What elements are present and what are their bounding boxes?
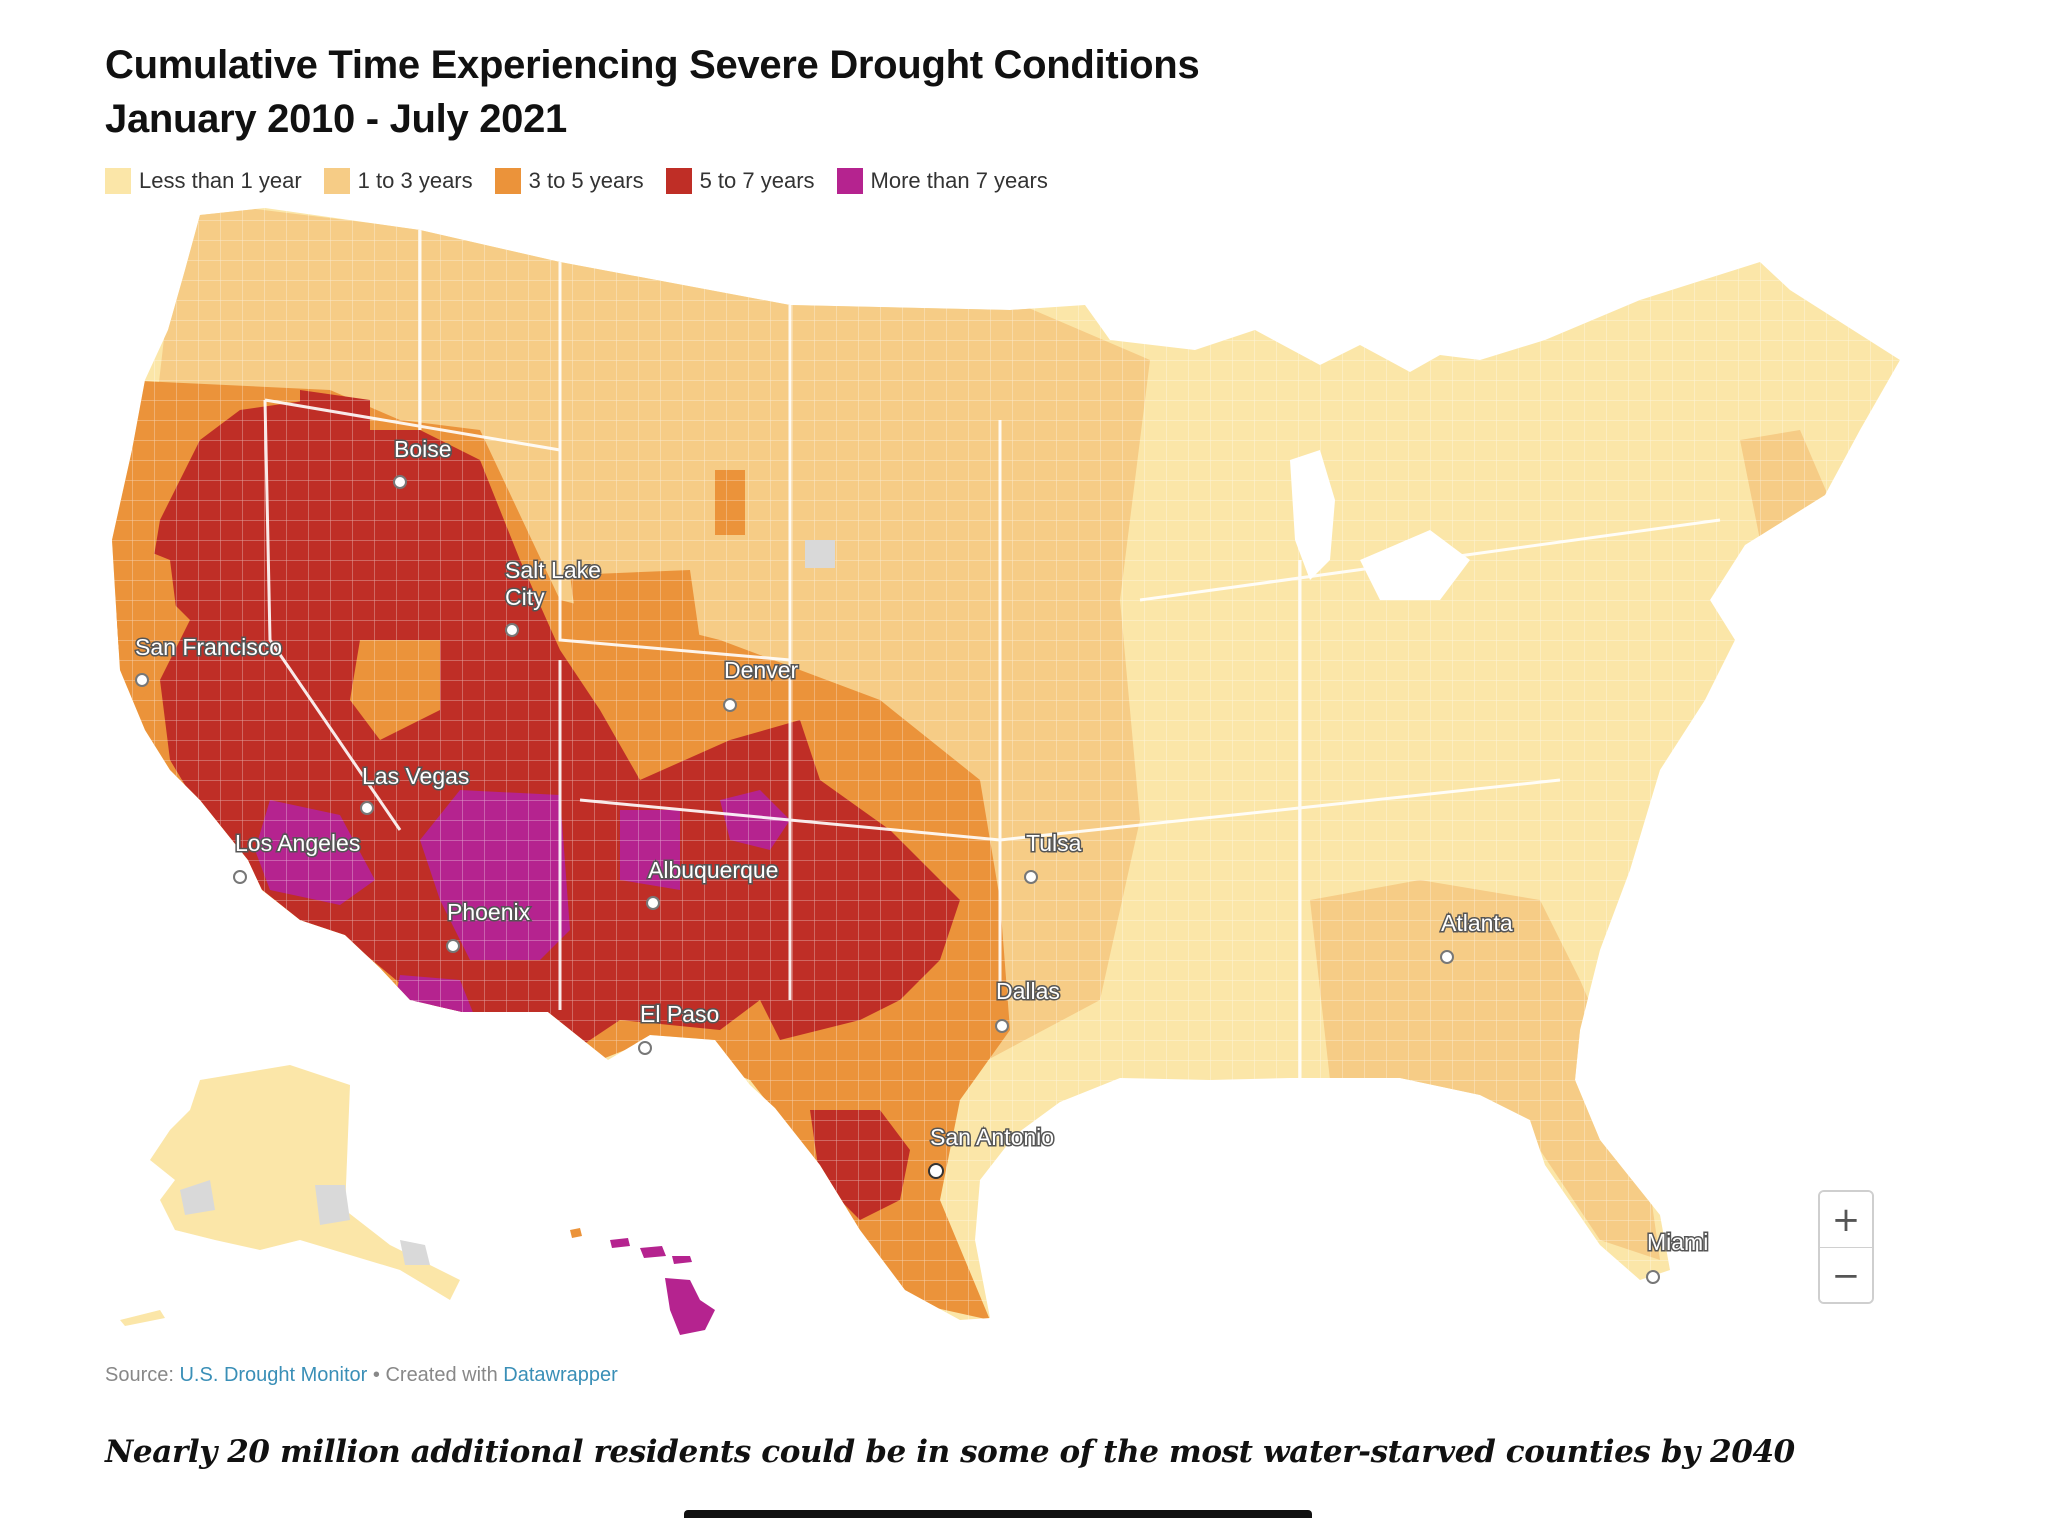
city-label-denver: Denver	[724, 657, 798, 683]
city-dallas[interactable]: Dallas	[995, 977, 1061, 1033]
created-with: • Created with	[367, 1364, 504, 1386]
city-dot	[646, 896, 660, 910]
city-dot	[360, 801, 374, 815]
city-label-miami: Miami	[1647, 1229, 1708, 1255]
city-label-tulsa: Tulsa	[1026, 830, 1082, 856]
city-el-paso[interactable]: El Paso	[638, 1000, 721, 1055]
legend-label: 3 to 5 years	[528, 168, 644, 193]
city-dot	[638, 1041, 652, 1055]
city-label-atlanta: Atlanta	[1441, 910, 1513, 936]
legend-label: 5 to 7 years	[699, 168, 815, 193]
datawrapper-link[interactable]: Datawrapper	[503, 1364, 618, 1386]
city-san-francisco[interactable]: San Francisco	[134, 633, 284, 687]
legend-item-more-than-7: More than 7 years	[836, 168, 1048, 194]
city-label-city: City	[505, 584, 545, 610]
city-dot	[505, 623, 519, 637]
city-salt-lake-city[interactable]: Salt Lake City	[504, 556, 602, 637]
city-albuquerque[interactable]: Albuquerque	[646, 856, 780, 910]
city-dot	[393, 475, 407, 489]
legend-label: 1 to 3 years	[357, 168, 473, 193]
legend-item-less-than-1: Less than 1 year	[105, 168, 302, 194]
city-dot	[446, 939, 460, 953]
title-line-2: January 2010 - July 2021	[105, 97, 567, 141]
great-lakes	[1290, 450, 1470, 600]
alaska-nodata-3	[400, 1240, 430, 1265]
city-atlanta[interactable]: Atlanta	[1440, 909, 1514, 964]
city-phoenix[interactable]: Phoenix	[446, 898, 532, 953]
legend-swatch	[494, 168, 521, 194]
legend-item-3-to-5: 3 to 5 years	[494, 168, 644, 194]
city-label-las-vegas: Las Vegas	[362, 763, 469, 789]
city-markers: Boise Salt Lake City San Francisco Denve…	[134, 435, 1710, 1284]
title-line-1: Cumulative Time Experiencing Severe Drou…	[105, 43, 1200, 87]
city-boise[interactable]: Boise	[393, 435, 453, 489]
city-tulsa[interactable]: Tulsa	[1024, 829, 1083, 884]
city-los-angeles[interactable]: Los Angeles	[233, 829, 362, 884]
legend: Less than 1 year 1 to 3 years 3 to 5 yea…	[105, 168, 1070, 194]
legend-swatch	[323, 168, 350, 194]
hawaii	[570, 1228, 715, 1335]
city-san-antonio[interactable]: San Antonio	[928, 1123, 1056, 1179]
map-title: Cumulative Time Experiencing Severe Drou…	[105, 38, 1200, 146]
city-label-salt-lake: Salt Lake	[505, 557, 601, 583]
nodata-county	[805, 540, 835, 568]
zoom-control: + −	[1818, 1190, 1874, 1304]
city-label-boise: Boise	[394, 436, 452, 462]
article-subhead: Nearly 20 million additional residents c…	[105, 1434, 1795, 1470]
drought-map[interactable]: Boise Salt Lake City San Francisco Denve…	[0, 0, 2048, 1360]
city-dot	[928, 1163, 944, 1179]
legend-swatch	[665, 168, 692, 194]
legend-swatch	[105, 168, 131, 194]
alaska-aleutians	[120, 1310, 165, 1326]
city-label-el-paso: El Paso	[640, 1001, 719, 1027]
zoom-out-button[interactable]: −	[1820, 1248, 1872, 1302]
map-svg[interactable]: Boise Salt Lake City San Francisco Denve…	[0, 0, 2048, 1360]
city-denver[interactable]: Denver	[723, 656, 800, 712]
source-link[interactable]: U.S. Drought Monitor	[179, 1364, 368, 1386]
legend-swatch	[836, 168, 863, 194]
map-footer: Source: U.S. Drought Monitor • Created w…	[105, 1364, 618, 1387]
alaska	[150, 1065, 460, 1300]
source-prefix: Source:	[105, 1364, 180, 1386]
city-label-san-francisco: San Francisco	[135, 634, 282, 660]
city-dot	[723, 698, 737, 712]
city-dot	[1440, 950, 1454, 964]
legend-label: More than 7 years	[870, 168, 1048, 193]
city-dot	[995, 1019, 1009, 1033]
city-dot	[135, 673, 149, 687]
alaska-nodata-1	[180, 1180, 215, 1215]
city-label-san-antonio: San Antonio	[930, 1124, 1054, 1150]
city-label-los-angeles: Los Angeles	[235, 830, 360, 856]
city-label-phoenix: Phoenix	[447, 899, 531, 925]
legend-label: Less than 1 year	[139, 168, 302, 193]
zoom-divider	[1820, 1247, 1872, 1248]
legend-item-5-to-7: 5 to 7 years	[665, 168, 815, 194]
city-dot	[233, 870, 247, 884]
redaction-bar	[684, 1510, 1312, 1518]
city-label-dallas: Dallas	[996, 978, 1060, 1004]
city-dot	[1646, 1270, 1660, 1284]
city-las-vegas[interactable]: Las Vegas	[360, 762, 471, 815]
alaska-nodata-2	[315, 1185, 350, 1225]
city-dot	[1024, 870, 1038, 884]
zoom-in-button[interactable]: +	[1820, 1192, 1872, 1247]
city-label-albuquerque: Albuquerque	[648, 857, 778, 883]
legend-item-1-to-3: 1 to 3 years	[323, 168, 473, 194]
city-miami[interactable]: Miami	[1646, 1228, 1710, 1284]
